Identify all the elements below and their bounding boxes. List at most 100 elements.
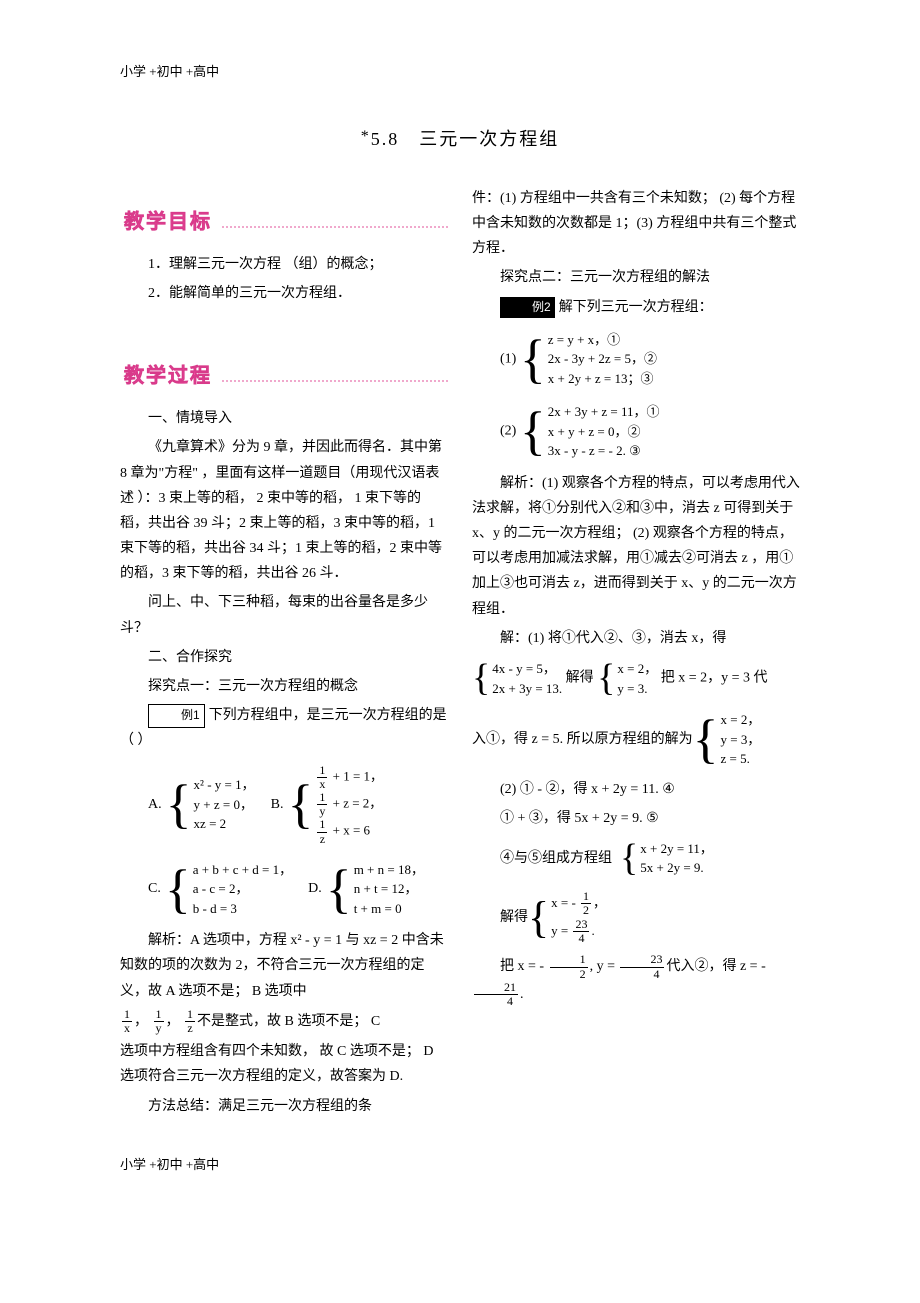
sol2a: (2) ① - ②，得 x + 2y = 11. ④	[472, 777, 800, 802]
system-1: { z = y + x，① 2x - 3y + 2z = 5，② x + 2y …	[520, 330, 657, 389]
analysis-1: 解析：A 选项中，方程 x² - y = 1 与 xz = 2 中含未知数的项的…	[120, 928, 448, 1004]
section-heading-process: 教学过程	[120, 358, 448, 394]
solve-line-2: 入①，得 z = 5. 所以原方程组的解为 { x = 2， y = 3， z …	[472, 706, 800, 773]
intro-paragraph: 《九章算术》分为 9 章，并因此而得名．其中第 8 章为"方程" ，里面有这样一…	[120, 435, 448, 586]
sol2b: ① + ③，得 5x + 2y = 9. ⑤	[472, 806, 800, 831]
option-c-system: { a + b + c + d = 1， a - c = 2， b - d = …	[165, 860, 292, 919]
opt-b-line-1: 1x + 1 = 1，	[315, 764, 383, 791]
brace-icon: {	[620, 841, 638, 875]
opt-c-line-1: a + b + c + d = 1，	[193, 860, 292, 880]
brace-icon: {	[472, 661, 490, 695]
analysis-2: 1x， 1y， 1z不是整式，故 B 选项不是； C	[120, 1008, 448, 1035]
brace-icon: {	[528, 898, 549, 938]
system-a: { 4x - y = 5， 2x + 3y = 13.	[472, 659, 562, 698]
sol2e: 把 x = - 12, y = 234代入②，得 z = - 214.	[472, 953, 800, 1008]
opt-b-line-3: 1z + x = 6	[315, 818, 383, 845]
brace-icon: {	[166, 780, 192, 829]
intro-heading: 一、情境导入	[120, 406, 448, 431]
explore-1-title: 探究点一：三元一次方程组的概念	[120, 674, 448, 699]
opt-c-line-3: b - d = 3	[193, 899, 292, 919]
solve-line-1: { 4x - y = 5， 2x + 3y = 13. 解得 { x = 2， …	[472, 655, 800, 702]
sysd-1: x + 2y = 11，	[640, 839, 713, 859]
heading-process-label: 教学过程	[120, 358, 216, 394]
analysis-text-right: (1) 观察各个方程的特点，可以考虑用代入法求解，将①分别代入②和③中，消去 z…	[472, 476, 800, 617]
option-b-label: B.	[271, 792, 284, 817]
section-heading-goals: 教学目标	[120, 204, 448, 240]
dotted-line	[222, 380, 448, 382]
example-2-label: 例2	[500, 297, 555, 319]
goal-1: 1．理解三元一次方程 （组）的概念；	[120, 252, 448, 277]
system-1-block: (1) { z = y + x，① 2x - 3y + 2z = 5，② x +…	[500, 326, 800, 393]
chapter-dot: *	[361, 128, 371, 145]
example-2-text: 解下列三元一次方程组：	[559, 300, 713, 315]
option-d-label: D.	[308, 876, 322, 901]
system-e: { x = - 12， y = 234.	[528, 890, 606, 945]
syse-x: x = - 12，	[551, 890, 606, 918]
conditions: 件：(1) 方程组中一共含有三个未知数； (2) 每个方程中含未知数的次数都是 …	[472, 186, 800, 262]
opt-b-line-2: 1y + z = 2，	[315, 791, 383, 818]
sysd-2: 5x + 2y = 9.	[640, 858, 713, 878]
frac-1z: 1z	[185, 1008, 195, 1035]
sys2-line-1: 2x + 3y + z = 11，①	[548, 402, 660, 422]
two-column-layout: 教学目标 1．理解三元一次方程 （组）的概念； 2．能解简单的三元一次方程组． …	[120, 186, 800, 1123]
option-a-label: A.	[148, 792, 162, 817]
system-b: { x = 2， y = 3.	[597, 659, 657, 698]
sys1-line-2: 2x - 3y + 2z = 5，②	[548, 349, 657, 369]
method-text: 满足三元一次方程组的条	[218, 1099, 372, 1114]
syse-y: y = 234.	[551, 918, 606, 946]
sysa-1: 4x - y = 5，	[492, 659, 562, 679]
brace-icon: {	[597, 661, 615, 695]
example-2: 例2 解下列三元一次方程组：	[472, 295, 800, 320]
goal-2: 2．能解简单的三元一次方程组．	[120, 281, 448, 306]
opt-c-line-2: a - c = 2，	[193, 879, 292, 899]
chapter-name: 三元一次方程组	[419, 129, 559, 149]
sol2d: 解得	[500, 905, 528, 930]
example-1: 例1下列方程组中，是三元一次方程组的是（ ）	[120, 703, 448, 753]
system-d: { x + 2y = 11， 5x + 2y = 9.	[620, 839, 713, 878]
system-1-label: (1)	[500, 351, 516, 366]
analysis-label-right: 解析：	[500, 476, 542, 491]
solution-label: 解：	[500, 631, 528, 646]
sys1-line-1: z = y + x，①	[548, 330, 657, 350]
brace-icon: {	[165, 865, 191, 914]
intro-question: 问上、中、下三种稻，每束的出谷量各是多少斗？	[120, 590, 448, 640]
opt-a-line-3: xz = 2	[194, 814, 255, 834]
analysis-3: 选项中方程组含有四个未知数， 故 C 选项不是； D 选项符合三元一次方程组的定…	[120, 1039, 448, 1089]
opt-d-line-3: t + m = 0	[354, 899, 424, 919]
system-c: { x = 2， y = 3， z = 5.	[693, 710, 761, 769]
sol2d-line: 解得 { x = - 12， y = 234.	[500, 886, 800, 949]
option-b-system: { 1x + 1 = 1， 1y + z = 2， 1z + x = 6	[287, 764, 383, 846]
solution-1-text: (1) 将①代入②、③，消去 x，得	[528, 631, 726, 646]
brace-icon: {	[693, 715, 719, 764]
opt-d-line-1: m + n = 18，	[354, 860, 424, 880]
system-2-label: (2)	[500, 424, 516, 439]
option-d-system: { m + n = 18， n + t = 12， t + m = 0	[326, 860, 424, 919]
option-row-cd: C. { a + b + c + d = 1， a - c = 2， b - d…	[148, 856, 448, 923]
example-1-label: 例1	[148, 704, 205, 728]
sysb-2: y = 3.	[617, 679, 657, 699]
opt-a-line-2: y + z = 0，	[194, 795, 255, 815]
header-breadcrumb: 小学 +初中 +高中	[120, 60, 800, 83]
option-c-label: C.	[148, 876, 161, 901]
frac-1x: 1x	[122, 1008, 132, 1035]
brace-icon: {	[520, 335, 546, 384]
coop-heading: 二、合作探究	[120, 645, 448, 670]
sol1b: 把 x = 2，y = 3 代	[661, 671, 768, 686]
option-a-system: { x² - y = 1， y + z = 0， xz = 2	[166, 775, 255, 834]
analysis-right: 解析：(1) 观察各个方程的特点，可以考虑用代入法求解，将①分别代入②和③中，消…	[472, 471, 800, 622]
right-column: 件：(1) 方程组中一共含有三个未知数； (2) 每个方程中含未知数的次数都是 …	[472, 186, 800, 1123]
dotted-line	[222, 226, 448, 228]
brace-icon: {	[287, 780, 313, 829]
sysc-3: z = 5.	[721, 749, 761, 769]
system-2-block: (2) { 2x + 3y + z = 11，① x + y + z = 0，②…	[500, 398, 800, 465]
chapter-title: *5.8 三元一次方程组	[120, 123, 800, 155]
heading-goals-label: 教学目标	[120, 204, 216, 240]
solution-1: 解：(1) 将①代入②、③，消去 x，得	[472, 626, 800, 651]
sol1c: 入①，得 z = 5. 所以原方程组的解为	[472, 727, 693, 752]
left-column: 教学目标 1．理解三元一次方程 （组）的概念； 2．能解简单的三元一次方程组． …	[120, 186, 448, 1123]
footer-breadcrumb: 小学 +初中 +高中	[120, 1153, 800, 1176]
brace-icon: {	[520, 407, 546, 456]
chapter-number: 5.8	[371, 129, 400, 149]
sysc-1: x = 2，	[721, 710, 761, 730]
brace-icon: {	[326, 865, 352, 914]
